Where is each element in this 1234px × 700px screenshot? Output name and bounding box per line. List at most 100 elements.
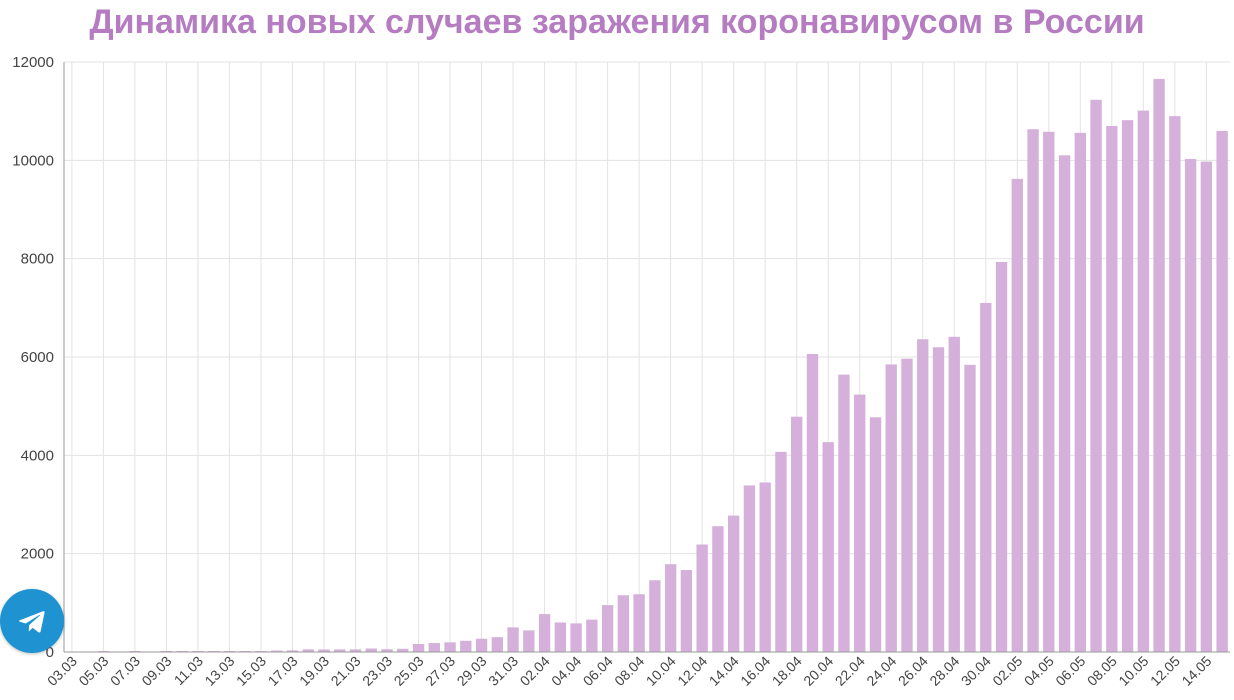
telegram-paper-plane-icon — [19, 611, 45, 633]
x-tick-label: 28.04 — [926, 653, 962, 689]
y-tick-label: 6000 — [21, 349, 54, 366]
x-tick-label: 04.04 — [548, 653, 584, 689]
bar-06.04 — [601, 605, 614, 652]
bar-04.04 — [570, 623, 582, 652]
x-tick-label: 07.03 — [107, 653, 143, 689]
grid-lines — [64, 61, 1230, 653]
bar-21.03 — [349, 649, 362, 652]
bar-04.05 — [1043, 131, 1055, 652]
bar-03.04 — [554, 622, 567, 652]
telegram-share-button[interactable] — [0, 589, 64, 653]
bar-12.05 — [1169, 116, 1181, 652]
y-tick-label: 4000 — [21, 447, 54, 464]
bar-12.04 — [696, 544, 708, 652]
y-tick-label: 2000 — [21, 546, 54, 563]
x-tick-label: 25.03 — [391, 653, 427, 689]
x-tick-label: 18.04 — [769, 653, 805, 689]
bar-18.04 — [791, 416, 803, 652]
bar-15.04 — [743, 485, 756, 652]
bar-08.05 — [1106, 125, 1118, 653]
x-tick-label: 27.03 — [422, 653, 458, 689]
x-tick-label: 26.04 — [895, 653, 931, 689]
x-tick-label: 21.03 — [328, 653, 364, 689]
x-tick-label: 17.03 — [264, 653, 300, 689]
bar-14.04 — [727, 515, 740, 652]
bar-16.03 — [271, 650, 283, 652]
x-tick-label: 11.03 — [171, 653, 207, 689]
y-tick-label: 12000 — [12, 54, 54, 71]
bar-26.03 — [428, 643, 440, 652]
bar-26.04 — [917, 339, 929, 652]
x-tick-label: 20.04 — [800, 653, 836, 689]
y-tick-label: 8000 — [21, 251, 54, 268]
bar-22.04 — [854, 394, 866, 652]
bar-02.04 — [538, 614, 551, 652]
bar-24.04 — [885, 364, 897, 652]
x-tick-label: 09.03 — [138, 653, 174, 689]
bar-10.05 — [1137, 110, 1150, 653]
bar-30.03 — [491, 637, 503, 652]
bar-10.04 — [664, 564, 677, 652]
bar-14.05 — [1200, 161, 1213, 652]
bar-series — [97, 78, 1228, 653]
bar-20.04 — [822, 442, 834, 652]
bar-05.04 — [586, 619, 598, 652]
x-tick-label: 22.04 — [832, 653, 868, 689]
bar-23.03 — [381, 649, 393, 652]
bar-29.03 — [475, 638, 488, 652]
bar-19.04 — [806, 354, 819, 652]
x-tick-label: 31.03 — [485, 653, 521, 689]
bar-20.03 — [334, 649, 346, 652]
x-tick-label: 08.04 — [611, 653, 647, 689]
bar-09.04 — [649, 580, 661, 652]
x-tick-label: 23.03 — [359, 653, 395, 689]
bar-17.04 — [775, 451, 787, 652]
bar-27.03 — [444, 642, 456, 652]
x-tick-label: 24.04 — [863, 653, 899, 689]
x-tick-label: 30.04 — [958, 653, 994, 689]
bar-06.05 — [1074, 132, 1086, 652]
bar-25.03 — [412, 643, 425, 652]
bar-23.04 — [869, 417, 882, 652]
bar-02.05 — [1011, 178, 1023, 652]
bar-27.04 — [932, 347, 945, 652]
bar-30.04 — [980, 302, 992, 652]
bar-29.04 — [964, 364, 976, 652]
bar-18.03 — [302, 649, 314, 652]
x-tick-label: 12.04 — [674, 653, 710, 689]
bar-16.04 — [759, 482, 771, 652]
x-axis: 03.0305.0307.0309.0311.0313.0315.0317.03… — [44, 651, 1230, 689]
bar-24.03 — [397, 648, 409, 652]
bar-21.04 — [838, 374, 850, 652]
x-tick-label: 13.03 — [201, 653, 237, 689]
bar-09.05 — [1121, 120, 1134, 652]
x-tick-label: 06.04 — [580, 653, 616, 689]
bar-11.05 — [1153, 78, 1165, 652]
y-tick-label: 10000 — [12, 152, 54, 169]
bar-11.04 — [680, 570, 693, 652]
bar-13.05 — [1184, 158, 1197, 652]
bar-22.03 — [365, 648, 377, 652]
bar-31.03 — [507, 627, 519, 652]
bar-07.05 — [1090, 99, 1102, 653]
x-tick-label: 10.04 — [643, 653, 679, 689]
x-tick-label: 04.05 — [1021, 653, 1057, 689]
bar-07.04 — [617, 595, 630, 652]
x-tick-label: 19.03 — [296, 653, 332, 689]
bar-03.05 — [1027, 129, 1039, 653]
x-tick-label: 05.03 — [75, 653, 111, 689]
chart-title: Динамика новых случаев заражения коронав… — [89, 3, 1145, 41]
x-tick-label: 14.04 — [706, 653, 742, 689]
x-tick-label: 29.03 — [454, 653, 490, 689]
bar-25.04 — [901, 358, 913, 652]
x-tick-label: 06.05 — [1052, 653, 1088, 689]
bar-28.04 — [948, 336, 960, 652]
bar-01.05 — [995, 261, 1008, 652]
bar-17.03 — [286, 650, 299, 652]
bar-28.03 — [460, 640, 472, 652]
x-tick-label: 08.05 — [1084, 653, 1120, 689]
bar-13.04 — [712, 526, 724, 652]
x-tick-label: 16.04 — [737, 653, 773, 689]
x-tick-label: 12.05 — [1147, 653, 1183, 689]
bar-01.04 — [523, 630, 535, 652]
